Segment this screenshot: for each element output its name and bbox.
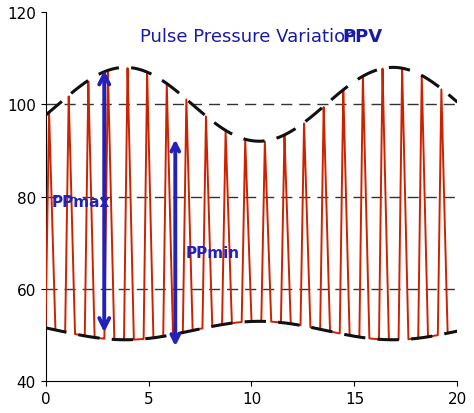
Text: PPmax: PPmax (52, 194, 110, 209)
Text: PPmin: PPmin (186, 245, 240, 260)
Text: Pulse Pressure Variation: Pulse Pressure Variation (140, 28, 363, 45)
Text: PPV: PPV (342, 28, 382, 45)
